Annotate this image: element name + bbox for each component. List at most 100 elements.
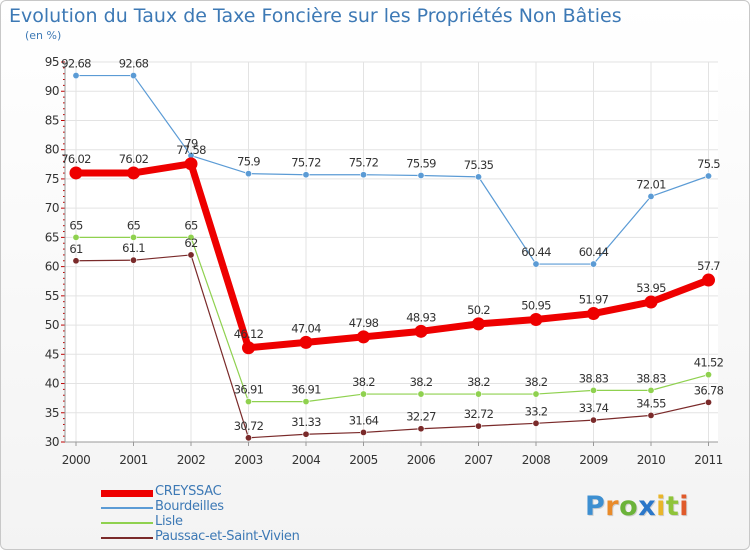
data-label: 75.72 [349,156,379,170]
data-point [589,416,597,424]
data-point [130,233,138,241]
data-point [532,419,540,427]
x-tick-label: 2004 [292,453,321,467]
x-tick-label: 2001 [119,453,148,467]
data-label: 79 [184,137,198,151]
data-point [417,171,425,179]
data-point [587,307,600,321]
y-tick-label: 75 [45,172,59,186]
data-label: 65 [69,218,83,232]
legend-label: Paussac-et-Saint-Vivien [155,529,300,544]
data-point [359,171,367,179]
data-point [647,386,655,394]
data-label: 33.74 [579,401,609,415]
data-point [359,390,367,398]
data-point [299,335,313,349]
data-label: 41.52 [694,356,724,370]
data-label: 30.72 [234,419,264,433]
y-tick-label: 85 [45,113,59,127]
data-label: 76.02 [61,152,91,166]
x-tick-label: 2005 [349,453,378,467]
data-label: 75.9 [237,155,260,169]
data-label: 65 [127,218,141,232]
data-point [704,172,712,180]
x-tick-label: 2011 [694,453,723,467]
plot-area [65,62,718,442]
data-label-layer: 76.02 76.02 77.58 46.12 47.04 47.98 48.93 50.2 5… [61,57,724,433]
data-label: 32.72 [464,407,494,421]
data-label: 46.12 [234,327,264,341]
data-label: 47.04 [291,321,321,335]
series-line-1 [75,74,710,265]
data-point [184,157,198,171]
data-point [245,170,253,178]
legend-label: Bourdeilles [155,499,224,514]
legend-swatch [101,537,153,539]
data-point [127,166,140,180]
y-tick-label: 95 [45,55,59,69]
data-label: 92.68 [61,57,91,71]
series-layer [69,72,715,442]
y-tick-label: 80 [45,143,59,157]
data-point [532,390,540,398]
data-label: 61 [69,242,83,256]
data-label: 72.01 [636,177,666,191]
data-point [414,324,428,338]
data-point [472,317,485,331]
data-point [187,233,195,241]
y-tick-label: 40 [45,377,59,391]
y-tick-label: 30 [45,435,59,449]
data-point [72,257,80,265]
data-point [357,330,370,344]
data-label: 38.2 [525,375,548,389]
data-point [647,411,655,419]
x-tick-label: 2006 [407,453,436,467]
x-tick-label: 2009 [579,453,608,467]
data-label: 77.58 [176,143,206,157]
data-label: 92.68 [119,57,149,71]
data-label: 50.2 [467,303,490,317]
data-label: 38.2 [467,375,490,389]
data-point [302,398,310,406]
data-label: 38.83 [579,371,609,385]
data-point [647,192,655,200]
data-label: 53.95 [636,281,666,295]
data-point [72,233,80,241]
data-point [702,273,715,287]
data-label: 76.02 [119,152,149,166]
data-point [187,251,195,259]
data-label: 34.55 [636,396,666,410]
data-point [302,430,310,438]
data-label: 60.44 [579,245,609,259]
y-tick-label: 60 [45,260,59,274]
x-tick-label: 2002 [177,453,206,467]
data-label: 47.98 [349,316,379,330]
logo-letter: r [605,491,620,522]
proxiti-logo: Proxiti [585,491,689,522]
axis-layer: 30 35 40 45 50 55 60 65 70 75 80 85 90 95 2000 2001 2002… [45,55,724,467]
data-label: 60.44 [521,245,551,259]
logo-letter: i [679,491,690,522]
y-tick-label: 55 [45,289,59,303]
data-label: 75.35 [464,158,494,172]
data-point [529,313,543,327]
data-label: 75.5 [697,157,720,171]
y-tick-label: 65 [45,230,59,244]
x-tick-label: 2003 [234,453,263,467]
data-label: 36.91 [291,383,321,397]
grid-layer [65,61,718,443]
logo-letter: t [665,491,680,522]
data-point [474,390,482,398]
logo-letter: i [656,491,666,522]
data-point [130,256,138,264]
series-line-0 [72,160,712,352]
data-point [704,371,712,379]
legend-swatch [101,489,153,497]
logo-letter: o [619,491,639,522]
data-label: 75.72 [291,156,321,170]
data-point [130,72,138,80]
logo-letter: P [585,491,606,522]
data-label: 36.78 [694,383,724,397]
